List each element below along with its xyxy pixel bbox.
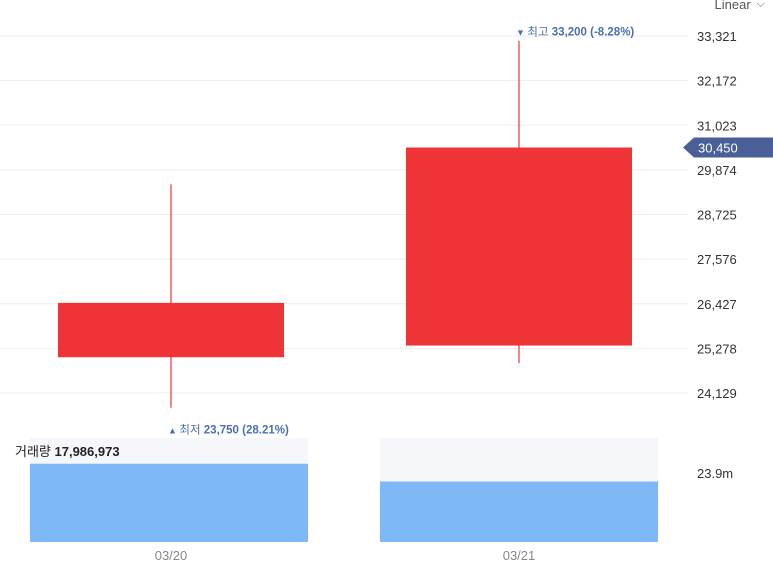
chevron-down-icon: ⌵ xyxy=(756,0,765,10)
current-price-marker xyxy=(683,137,773,158)
x-tick-label: 03/21 xyxy=(503,548,536,563)
y-tick-label: 29,874 xyxy=(697,163,737,178)
candle-body xyxy=(58,302,284,358)
x-tick-label: 03/20 xyxy=(155,548,188,563)
volume-max-label: 23.9m xyxy=(697,466,733,481)
y-tick-label: 25,278 xyxy=(697,341,737,356)
scale-selector-label: Linear xyxy=(714,0,751,12)
y-tick-label: 32,172 xyxy=(697,74,737,89)
y-tick-label: 24,129 xyxy=(697,386,737,401)
candle-body xyxy=(406,147,632,346)
volume-bar xyxy=(380,481,658,542)
y-tick-label: 28,725 xyxy=(697,208,737,223)
low-annotation: ▲ 최저 23,750 (28.21%) xyxy=(168,424,289,437)
current-price-label: 30,450 xyxy=(698,141,738,156)
high-annotation: ▼ 최고 33,200 (-8.28%) xyxy=(516,26,634,39)
y-tick-label: 26,427 xyxy=(697,297,737,312)
y-tick-label: 33,321 xyxy=(697,29,737,44)
y-tick-label: 31,023 xyxy=(697,118,737,133)
y-tick-label: 27,576 xyxy=(697,252,737,267)
volume-bar xyxy=(30,463,308,542)
scale-selector[interactable]: Linear ⌵ xyxy=(715,0,765,12)
volume-label: 거래량 17,986,973 xyxy=(15,444,120,459)
